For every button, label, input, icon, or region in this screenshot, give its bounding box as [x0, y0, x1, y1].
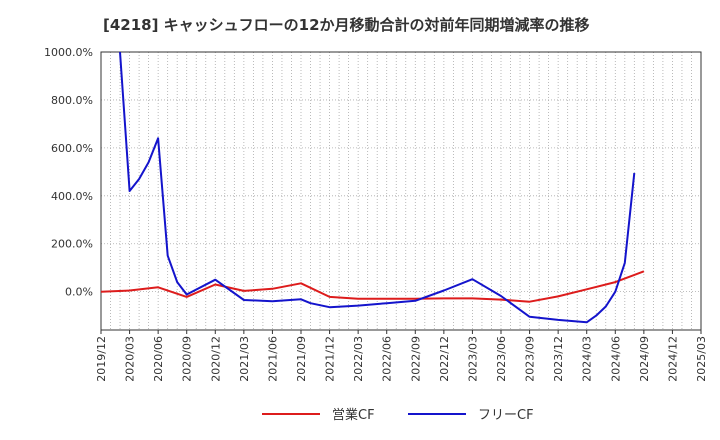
x-tick-label: 2021/12 [324, 336, 337, 382]
x-tick-label: 2022/12 [438, 336, 451, 382]
x-tick-label: 2020/03 [124, 336, 137, 382]
x-tick-label: 2021/06 [266, 336, 279, 382]
x-tick-label: 2025/03 [695, 336, 708, 382]
x-tick-label: 2020/06 [152, 336, 165, 382]
y-tick-label: 200.0% [51, 238, 93, 251]
legend-label-operating-cf: 営業CF [332, 407, 375, 423]
x-tick-label: 2024/06 [609, 336, 622, 382]
x-tick-label: 2024/03 [581, 336, 594, 382]
series-line-free-cf [119, 52, 636, 324]
x-tick-label: 2023/03 [466, 336, 479, 382]
chart-title: [4218] キャッシュフローの12か月移動合計の対前年同期増減率の推移 [103, 16, 590, 34]
y-tick-label: 0.0% [65, 286, 93, 299]
axes [100, 51, 702, 334]
y-tick-label: 400.0% [51, 190, 93, 203]
x-tick-label: 2023/06 [495, 336, 508, 382]
y-tick-label: 1000.0% [44, 46, 93, 59]
x-tick-label: 2022/09 [409, 336, 422, 382]
x-tick-label: 2022/06 [381, 336, 394, 382]
x-tick-label: 2023/09 [524, 336, 537, 382]
x-tick-label: 2024/09 [638, 336, 651, 382]
x-tick-labels: 2019/12 2020/03 2020/06 2020/09 2020/12 2021/… [95, 336, 708, 382]
x-tick-label: 2021/03 [238, 336, 251, 382]
x-tick-label: 2024/12 [666, 336, 679, 382]
series-line-operating-cf [101, 270, 645, 303]
x-tick-label: 2023/12 [552, 336, 565, 382]
x-tick-label: 2019/12 [95, 336, 108, 382]
legend: 営業CF フリーCF [262, 407, 534, 423]
legend-label-free-cf: フリーCF [478, 408, 534, 423]
x-tick-label: 2021/09 [295, 336, 308, 382]
y-tick-label: 800.0% [51, 94, 93, 107]
y-tick-label: 600.0% [51, 142, 93, 155]
x-tick-label: 2020/12 [209, 336, 222, 382]
series-lines [101, 52, 645, 324]
y-tick-labels: 0.0% 200.0% 400.0% 600.0% 800.0% 1000.0% [44, 46, 93, 299]
x-tick-label: 2022/03 [352, 336, 365, 382]
plot-frame [100, 51, 702, 331]
grid [101, 51, 701, 330]
x-tick-label: 2020/09 [181, 336, 194, 382]
